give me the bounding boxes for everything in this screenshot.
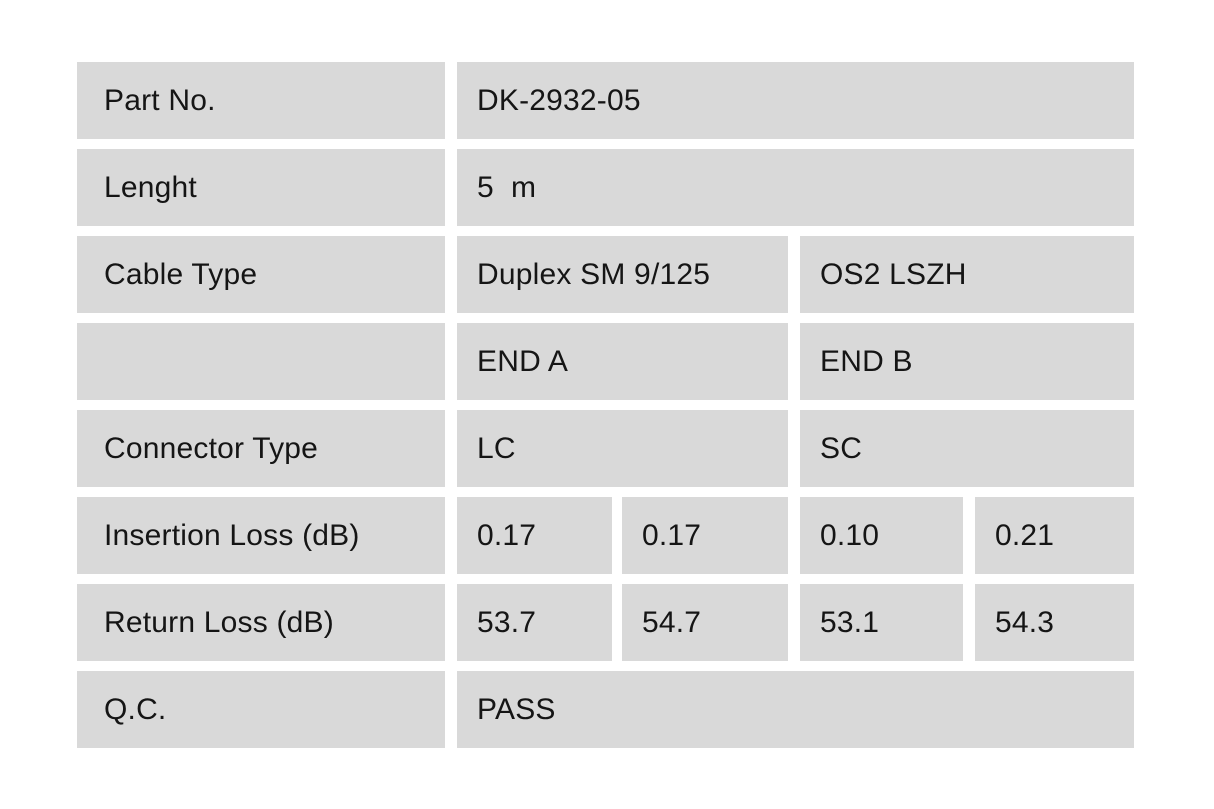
spec-table: Part No. DK-2932-05 Lenght 5 m Cable Typ…	[77, 62, 1134, 748]
table-row-cable-type: Cable Type Duplex SM 9/125 OS2 LSZH	[77, 236, 1134, 313]
end-headers-empty-cell	[77, 323, 445, 400]
connector-type-end-b-value: SC	[800, 410, 1134, 487]
length-value: 5 m	[457, 149, 1134, 226]
table-row-insertion-loss: Insertion Loss (dB) 0.17 0.17 0.10 0.21	[77, 497, 1134, 574]
return-loss-end-a-value-2: 54.7	[622, 584, 788, 661]
insertion-loss-end-a-value-1: 0.17	[457, 497, 612, 574]
length-label: Lenght	[77, 149, 445, 226]
return-loss-end-a-value-1: 53.7	[457, 584, 612, 661]
cable-type-value-a: Duplex SM 9/125	[457, 236, 788, 313]
insertion-loss-end-a-value-2: 0.17	[622, 497, 788, 574]
table-row-return-loss: Return Loss (dB) 53.7 54.7 53.1 54.3	[77, 584, 1134, 661]
connector-type-label: Connector Type	[77, 410, 445, 487]
table-row-part-no: Part No. DK-2932-05	[77, 62, 1134, 139]
qc-value: PASS	[457, 671, 1134, 748]
table-row-connector-type: Connector Type LC SC	[77, 410, 1134, 487]
part-no-value: DK-2932-05	[457, 62, 1134, 139]
end-a-header: END A	[457, 323, 788, 400]
return-loss-end-b-value-2: 54.3	[975, 584, 1134, 661]
table-row-end-headers: END A END B	[77, 323, 1134, 400]
return-loss-label: Return Loss (dB)	[77, 584, 445, 661]
cable-type-label: Cable Type	[77, 236, 445, 313]
part-no-label: Part No.	[77, 62, 445, 139]
return-loss-end-b-value-1: 53.1	[800, 584, 963, 661]
insertion-loss-end-b-value-1: 0.10	[800, 497, 963, 574]
table-row-qc: Q.C. PASS	[77, 671, 1134, 748]
connector-type-end-a-value: LC	[457, 410, 788, 487]
end-b-header: END B	[800, 323, 1134, 400]
insertion-loss-label: Insertion Loss (dB)	[77, 497, 445, 574]
insertion-loss-end-b-value-2: 0.21	[975, 497, 1134, 574]
table-row-length: Lenght 5 m	[77, 149, 1134, 226]
cable-type-value-b: OS2 LSZH	[800, 236, 1134, 313]
qc-label: Q.C.	[77, 671, 445, 748]
